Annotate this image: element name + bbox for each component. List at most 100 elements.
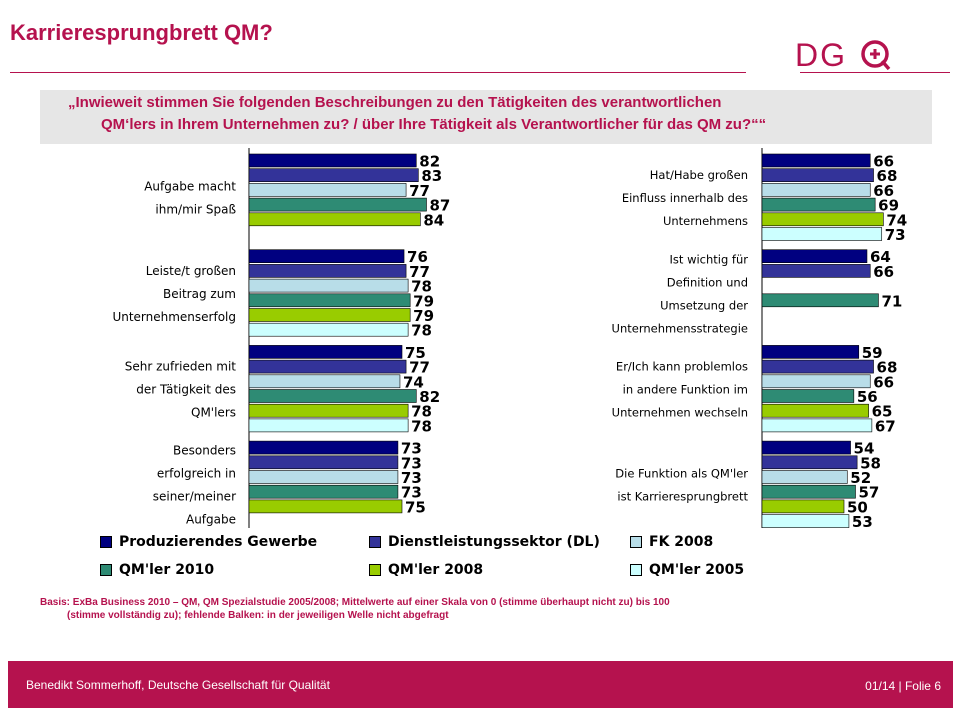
- legend-swatch: [630, 536, 642, 548]
- data-label: 66: [873, 153, 894, 171]
- chart-legend: Produzierendes Gewerbe Dienstleistungssek…: [100, 532, 800, 588]
- survey-question: „Inwieweit stimmen Sie folgenden Beschre…: [40, 90, 932, 144]
- legend-item: FK 2008: [630, 534, 713, 550]
- legend-swatch: [100, 564, 112, 576]
- category-label: Ist wichtig für: [670, 252, 749, 266]
- category-label: ist Karrieresprungbrett: [617, 490, 748, 504]
- category-label: der Tätigkeit des: [136, 383, 236, 397]
- data-label: 82: [419, 153, 440, 171]
- legend-label: Produzierendes Gewerbe: [119, 534, 318, 550]
- basis-line-2: (stimme vollständig zu); fehlende Balken…: [67, 610, 449, 621]
- data-label: 79: [413, 307, 434, 325]
- category-label: Aufgabe macht: [144, 180, 236, 194]
- data-label: 78: [411, 278, 432, 296]
- bar-7-5: [761, 514, 850, 528]
- data-label: 87: [429, 197, 450, 215]
- bar-7-4: [761, 499, 845, 514]
- category-label: Unternehmens: [663, 214, 748, 228]
- data-label: 66: [873, 182, 894, 200]
- bar-4-0: [761, 153, 871, 168]
- footer-bar: Benedikt Sommerhoff, Deutsche Gesellscha…: [8, 661, 953, 708]
- category-label: Aufgabe: [186, 513, 236, 527]
- data-label: 78: [411, 322, 432, 340]
- bar-3-4: [248, 499, 403, 514]
- bar-5-0: [761, 249, 868, 263]
- bar-1-3: [248, 293, 411, 308]
- legend-label: FK 2008: [649, 534, 714, 550]
- basis-line-1: Basis: ExBa Business 2010 – QM, QM Spezi…: [40, 597, 670, 608]
- bar-7-3: [761, 484, 856, 499]
- data-label: 76: [407, 248, 428, 266]
- bar-4-1: [761, 168, 874, 183]
- bar-3-2: [248, 470, 399, 484]
- data-label: 64: [870, 248, 891, 266]
- category-label: seiner/meiner: [153, 490, 236, 504]
- bar-4-4: [761, 212, 884, 227]
- category-label: in andere Funktion im: [623, 383, 748, 397]
- data-label: 83: [421, 167, 442, 185]
- legend-label: QM'ler 2008: [388, 562, 484, 578]
- bar-1-5: [248, 322, 409, 337]
- data-label: 53: [852, 513, 873, 528]
- bar-1-1: [248, 264, 407, 278]
- bar-2-0: [248, 345, 403, 359]
- bar-0-3: [248, 197, 427, 212]
- bar-5-1: [761, 264, 871, 278]
- bar-2-1: [248, 359, 407, 374]
- question-line-1: „Inwieweit stimmen Sie folgenden Beschre…: [68, 94, 722, 111]
- data-label: 69: [878, 197, 899, 215]
- legend-item: Dienstleistungssektor (DL): [369, 534, 600, 550]
- data-label: 56: [857, 388, 878, 406]
- data-label: 66: [873, 263, 894, 281]
- bar-0-4: [248, 212, 421, 227]
- data-label: 50: [847, 498, 868, 516]
- data-label: 59: [862, 344, 883, 362]
- category-label: Sehr zufrieden mit: [125, 360, 237, 374]
- bar-1-4: [248, 308, 411, 322]
- bar-1-0: [248, 249, 405, 263]
- data-label: 67: [875, 417, 896, 435]
- data-label: 58: [860, 454, 881, 472]
- legend-swatch: [369, 564, 381, 576]
- category-label: Leiste/t großen: [146, 264, 236, 278]
- bar-6-1: [761, 359, 874, 374]
- legend-label: Dienstleistungssektor (DL): [388, 534, 600, 550]
- data-label: 79: [413, 292, 434, 310]
- bar-7-2: [761, 470, 848, 484]
- bar-4-2: [761, 183, 871, 197]
- data-label: 77: [409, 263, 430, 281]
- bar-2-2: [248, 374, 401, 389]
- bar-6-4: [761, 403, 869, 418]
- bar-2-3: [248, 389, 417, 403]
- legend-item: Produzierendes Gewerbe: [100, 534, 317, 550]
- bar-6-3: [761, 389, 855, 403]
- bar-4-3: [761, 197, 876, 212]
- data-label: 74: [403, 373, 424, 391]
- category-label: Unternehmensstrategie: [612, 321, 748, 335]
- data-label: 73: [401, 484, 422, 502]
- bar-6-0: [761, 345, 860, 359]
- legend-item: QM'ler 2008: [369, 562, 483, 578]
- data-label: 77: [409, 359, 430, 377]
- category-label: erfolgreich in: [157, 467, 236, 481]
- bar-3-3: [248, 484, 399, 499]
- data-label: 75: [405, 344, 426, 362]
- category-label: Unternehmen wechseln: [612, 406, 748, 420]
- legend-label: QM'ler 2005: [649, 562, 745, 578]
- data-label: 73: [401, 469, 422, 487]
- data-label: 84: [423, 211, 444, 229]
- category-label: Definition und: [667, 275, 748, 289]
- category-label: Einfluss innerhalb des: [622, 191, 748, 205]
- bar-3-0: [248, 440, 399, 455]
- data-label: 78: [411, 403, 432, 421]
- data-label: 57: [858, 484, 879, 502]
- bar-6-5: [761, 418, 873, 433]
- svg-text:DG: DG: [795, 38, 847, 72]
- data-label: 77: [409, 182, 430, 200]
- category-label: Hat/Habe großen: [650, 168, 748, 182]
- legend-item: QM'ler 2010: [100, 562, 214, 578]
- bar-6-2: [761, 374, 871, 389]
- bar-3-1: [248, 455, 399, 470]
- data-label: 75: [405, 498, 426, 516]
